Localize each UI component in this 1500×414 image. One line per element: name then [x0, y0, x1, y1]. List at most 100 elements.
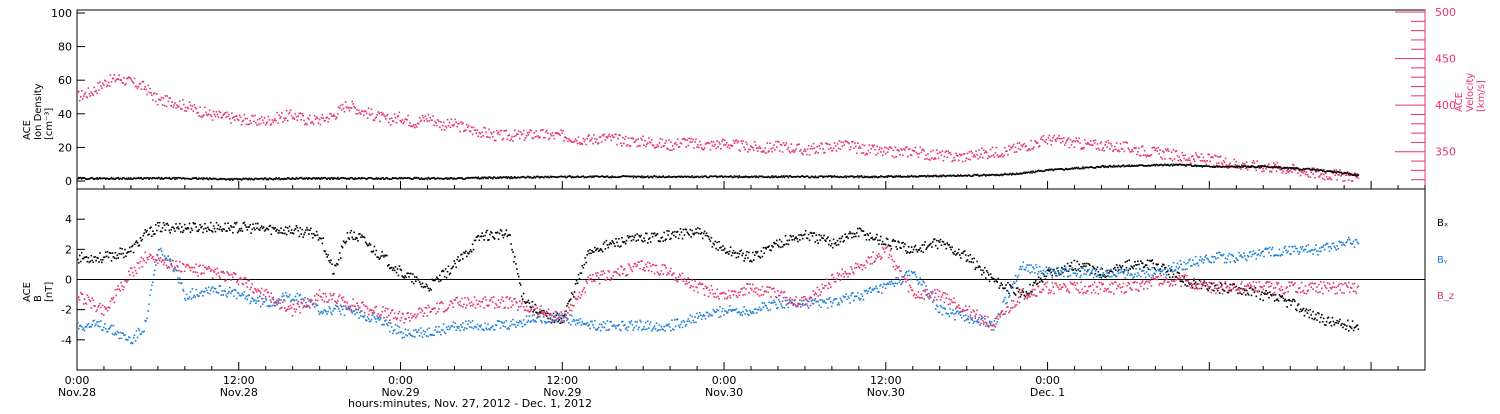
velocity-point [1188, 158, 1190, 160]
velocity-point [619, 134, 621, 136]
velocity-point [147, 85, 149, 87]
B-By-point [939, 311, 941, 313]
velocity-point [220, 112, 222, 114]
velocity-point [1105, 141, 1107, 143]
B-By-point [529, 315, 531, 317]
B-Bx-point [1348, 330, 1350, 332]
B-Bx-point [1114, 267, 1116, 269]
B-Bx-point [791, 239, 793, 241]
B-By-point [452, 325, 454, 327]
velocity-point [533, 132, 535, 134]
velocity-point [258, 124, 260, 126]
B-Bx-point [1142, 263, 1144, 265]
B-By-point [129, 337, 131, 339]
velocity-point [301, 113, 303, 115]
velocity-point [868, 150, 870, 152]
B-Bx-point [860, 228, 862, 230]
B-By-point [673, 329, 675, 331]
velocity-point [229, 118, 231, 120]
B-Bx-point [742, 253, 744, 255]
B-By-point [184, 298, 186, 300]
velocity-point [436, 125, 438, 127]
B-By-point [820, 306, 822, 308]
velocity-point [1101, 141, 1103, 143]
B-By-point [118, 338, 120, 340]
B-By-point [850, 295, 852, 297]
B-By-point [338, 308, 340, 310]
density-point [1323, 169, 1325, 171]
velocity-point [941, 155, 943, 157]
B-Bx-point [354, 239, 356, 241]
velocity-point [1090, 140, 1092, 142]
B-Bx-point [80, 261, 82, 263]
velocity-point [786, 142, 788, 144]
B-Bx-point [732, 252, 734, 254]
B-Bx-point [257, 223, 259, 225]
B-Bx-point [1032, 285, 1034, 287]
B-Bx-point [485, 232, 487, 234]
B-By-point [189, 296, 191, 298]
B-Bx-point [681, 231, 683, 233]
B-By-point [454, 323, 456, 325]
velocity-point [503, 138, 505, 140]
velocity-point [1062, 141, 1064, 143]
B-Bx-point [137, 242, 139, 244]
B-Bx-point [128, 251, 130, 253]
top-right-ylabel-line: ACE [1454, 92, 1465, 112]
B-Bx-point [340, 257, 342, 259]
velocity-point [334, 116, 336, 118]
velocity-point [617, 138, 619, 140]
B-Bx-point [1304, 315, 1306, 317]
B-By-point [389, 331, 391, 333]
velocity-point [982, 157, 984, 159]
B-By-point [473, 328, 475, 330]
top-right-ylabel-line: [km/s] [1476, 80, 1487, 112]
B-Bx-point [183, 230, 185, 232]
B-Bx-point [995, 279, 997, 281]
B-Bx-point [130, 251, 132, 253]
B-Bx-point [1132, 268, 1134, 270]
B-By-point [137, 337, 139, 339]
B-By-point [282, 293, 284, 295]
B-Bx-point [1126, 267, 1128, 269]
velocity-point [1035, 141, 1037, 143]
velocity-point [801, 152, 803, 154]
B-Bx-point [381, 251, 383, 253]
velocity-point [385, 118, 387, 120]
velocity-point [471, 126, 473, 128]
B-By-point [363, 317, 365, 319]
B-By-point [609, 329, 611, 331]
velocity-point [958, 160, 960, 162]
B-Bx-point [780, 247, 782, 249]
B-By-point [860, 298, 862, 300]
velocity-point [236, 115, 238, 117]
B-By-point [181, 282, 183, 284]
B-By-point [848, 297, 850, 299]
B-Bx-point [1286, 306, 1288, 308]
B-By-point [578, 319, 580, 321]
B-By-point [708, 316, 710, 318]
velocity-point [888, 148, 890, 150]
velocity-point [876, 146, 878, 148]
velocity-point [1109, 148, 1111, 150]
B-By-point [406, 335, 408, 337]
velocity-point [1157, 147, 1159, 149]
B-Bx-point [757, 251, 759, 253]
B-Bx-point [413, 283, 415, 285]
B-By-point [928, 298, 930, 300]
B-Bx-point [841, 238, 843, 240]
B-Bx-point [997, 281, 999, 283]
velocity-point [414, 127, 416, 129]
B-By-point [160, 248, 162, 250]
velocity-point [356, 109, 358, 111]
velocity-point [855, 146, 857, 148]
B-By-point [631, 320, 633, 322]
velocity-point [339, 107, 341, 109]
B-Bx-point [304, 232, 306, 234]
B-By-point [825, 302, 827, 304]
B-Bx-point [1308, 310, 1310, 312]
B-By-point [510, 321, 512, 323]
B-Bx-point [917, 251, 919, 253]
velocity-point [894, 157, 896, 159]
B-Bx-point [244, 222, 246, 224]
